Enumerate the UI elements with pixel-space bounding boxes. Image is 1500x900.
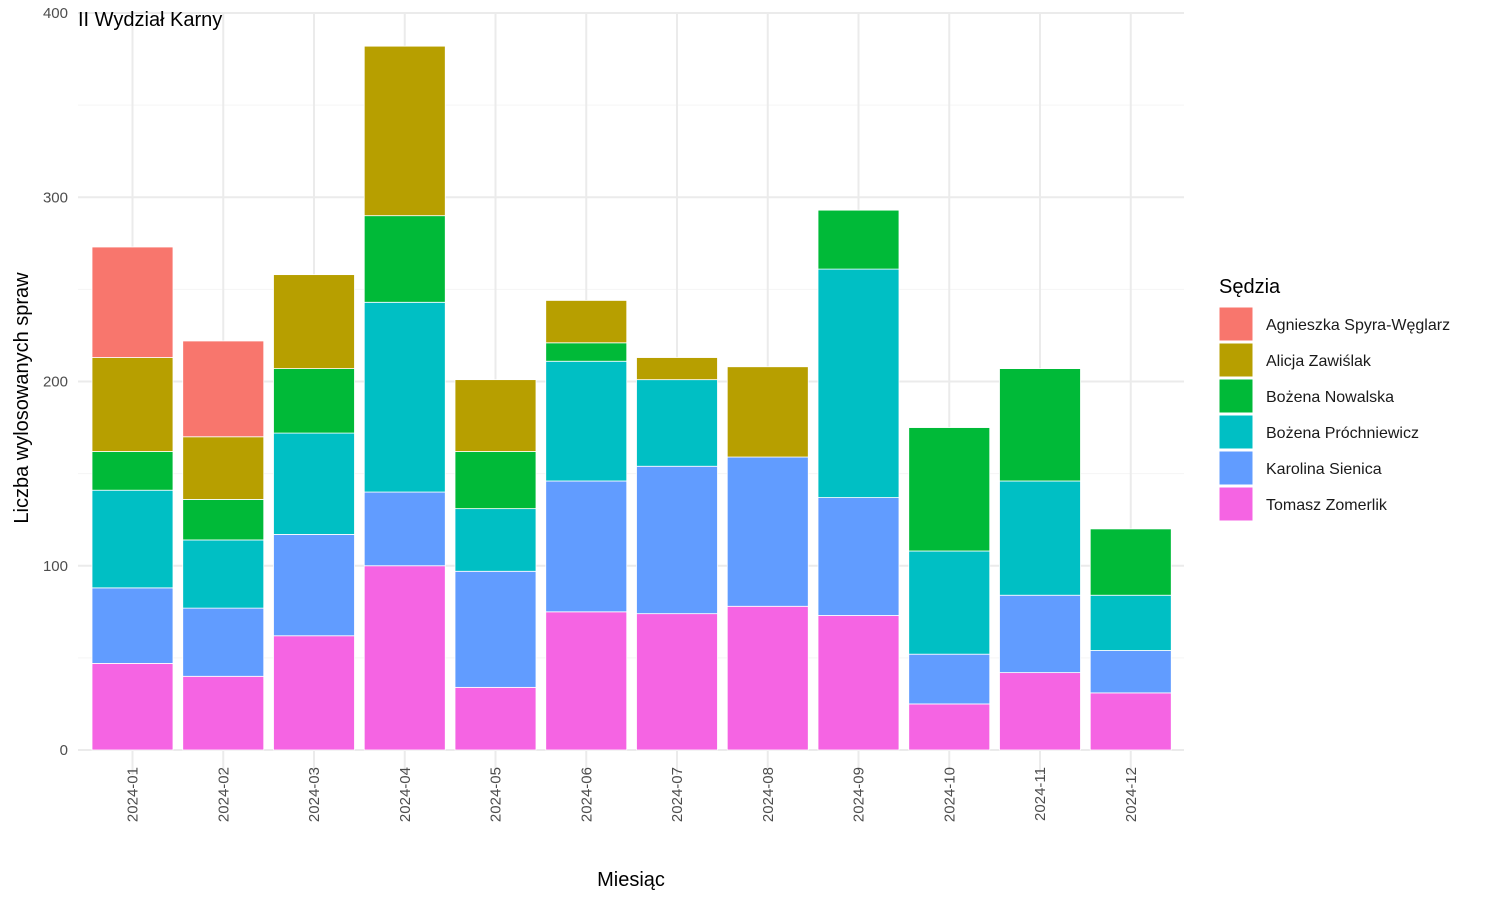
y-tick-label: 200: [43, 374, 68, 391]
bar-segment: [817, 615, 900, 751]
bar-segment: [273, 432, 355, 535]
legend-swatch: [1218, 450, 1254, 486]
bar-segment: [817, 268, 900, 498]
x-tick-label: 2024-06: [578, 767, 595, 822]
bar-segment: [636, 613, 718, 751]
x-tick-label: 2024-03: [306, 767, 323, 822]
bar-segment: [636, 465, 718, 615]
x-tick-label: 2024-05: [488, 767, 505, 822]
bar-segment: [182, 607, 265, 677]
bar-segment: [273, 534, 355, 637]
bar-segment: [545, 360, 628, 482]
bar-segment: [182, 539, 265, 609]
x-axis-title: Miesiąc: [597, 869, 665, 891]
bar-segment: [363, 215, 446, 303]
bar-segment: [999, 594, 1081, 674]
legend-swatch: [1218, 342, 1254, 378]
legend-swatch: [1218, 306, 1254, 342]
x-tick-label: 2024-11: [1032, 767, 1049, 821]
bar-segment: [1089, 692, 1172, 751]
bar-segment: [363, 565, 446, 751]
bar-segment: [999, 672, 1081, 751]
legend-label: Bożena Nowalska: [1266, 389, 1394, 406]
bar-segment: [182, 436, 265, 500]
y-tick-label: 0: [60, 742, 68, 759]
x-tick-label: 2024-09: [851, 767, 868, 822]
x-tick-label: 2024-12: [1123, 767, 1140, 822]
x-tick-label: 2024-02: [215, 767, 232, 822]
bar-segment: [454, 508, 537, 572]
bar-segment: [817, 497, 900, 616]
bar-segment: [1089, 650, 1172, 694]
bar-segment: [908, 427, 991, 552]
bar-segment: [91, 587, 174, 664]
bar-segment: [1089, 594, 1172, 651]
bar-segment: [454, 570, 537, 688]
legend-swatch: [1218, 486, 1254, 522]
chart-title: II Wydział Karny: [78, 9, 222, 31]
bar-segment: [182, 340, 265, 438]
legend-label: Karolina Sienica: [1266, 461, 1382, 478]
bar-segment: [908, 703, 991, 751]
bar-segment: [273, 635, 355, 751]
bar-segment: [999, 480, 1081, 596]
legend-label: Alicja Zawiślak: [1266, 353, 1372, 370]
bar-segment: [454, 379, 537, 452]
legend-label: Agnieszka Spyra-Węglarz: [1266, 317, 1450, 334]
x-tick-label: 2024-10: [941, 767, 958, 822]
bar-segment: [545, 300, 628, 344]
bar-segment: [91, 451, 174, 491]
bar-segment: [726, 366, 809, 458]
bar-segment: [91, 663, 174, 751]
bar-segment: [454, 451, 537, 510]
bar-segment: [636, 379, 718, 467]
legend-title: Sędzia: [1219, 276, 1281, 298]
y-axis-title: Liczba wylosowanych spraw: [11, 272, 33, 524]
legend-label: Bożena Próchniewicz: [1266, 425, 1419, 442]
bar-segment: [363, 491, 446, 567]
legend: Sędzia Agnieszka Spyra-Węglarz Alicja Zaw…: [1218, 276, 1450, 522]
bar-segment: [273, 274, 355, 370]
bar-segment: [91, 489, 174, 589]
y-tick-label: 100: [43, 558, 68, 575]
x-tick-label: 2024-07: [669, 767, 686, 822]
y-axis-ticks: 0 100 200 300 400: [43, 5, 68, 759]
bar-segment: [91, 357, 174, 452]
bar-segment: [726, 605, 809, 751]
legend-swatch: [1218, 414, 1254, 450]
bar-segment: [545, 480, 628, 613]
bar-segment: [545, 342, 628, 362]
bar-segment: [182, 499, 265, 541]
bar-segment: [817, 209, 900, 270]
bar-segment: [363, 301, 446, 493]
bars: [91, 45, 1172, 751]
legend-label: Tomasz Zomerlik: [1266, 497, 1388, 514]
y-tick-label: 400: [43, 5, 68, 22]
bar-segment: [454, 686, 537, 751]
bar-segment: [999, 368, 1081, 482]
bar-segment: [91, 246, 174, 358]
bar-segment: [363, 45, 446, 217]
bar-segment: [908, 550, 991, 655]
y-tick-label: 300: [43, 189, 68, 206]
x-tick-label: 2024-01: [125, 767, 142, 822]
x-axis-ticks: 2024-01 2024-02 2024-03 2024-04 2024-05 2024-…: [125, 767, 1140, 822]
bar-segment: [182, 675, 265, 751]
x-tick-label: 2024-04: [397, 767, 414, 822]
x-tick-label: 2024-08: [760, 767, 777, 822]
bar-segment: [545, 611, 628, 751]
bar-segment: [273, 368, 355, 434]
legend-swatch: [1218, 378, 1254, 414]
bar-segment: [1089, 528, 1172, 596]
bar-segment: [726, 456, 809, 607]
bar-segment: [636, 357, 718, 381]
bar-segment: [908, 653, 991, 705]
